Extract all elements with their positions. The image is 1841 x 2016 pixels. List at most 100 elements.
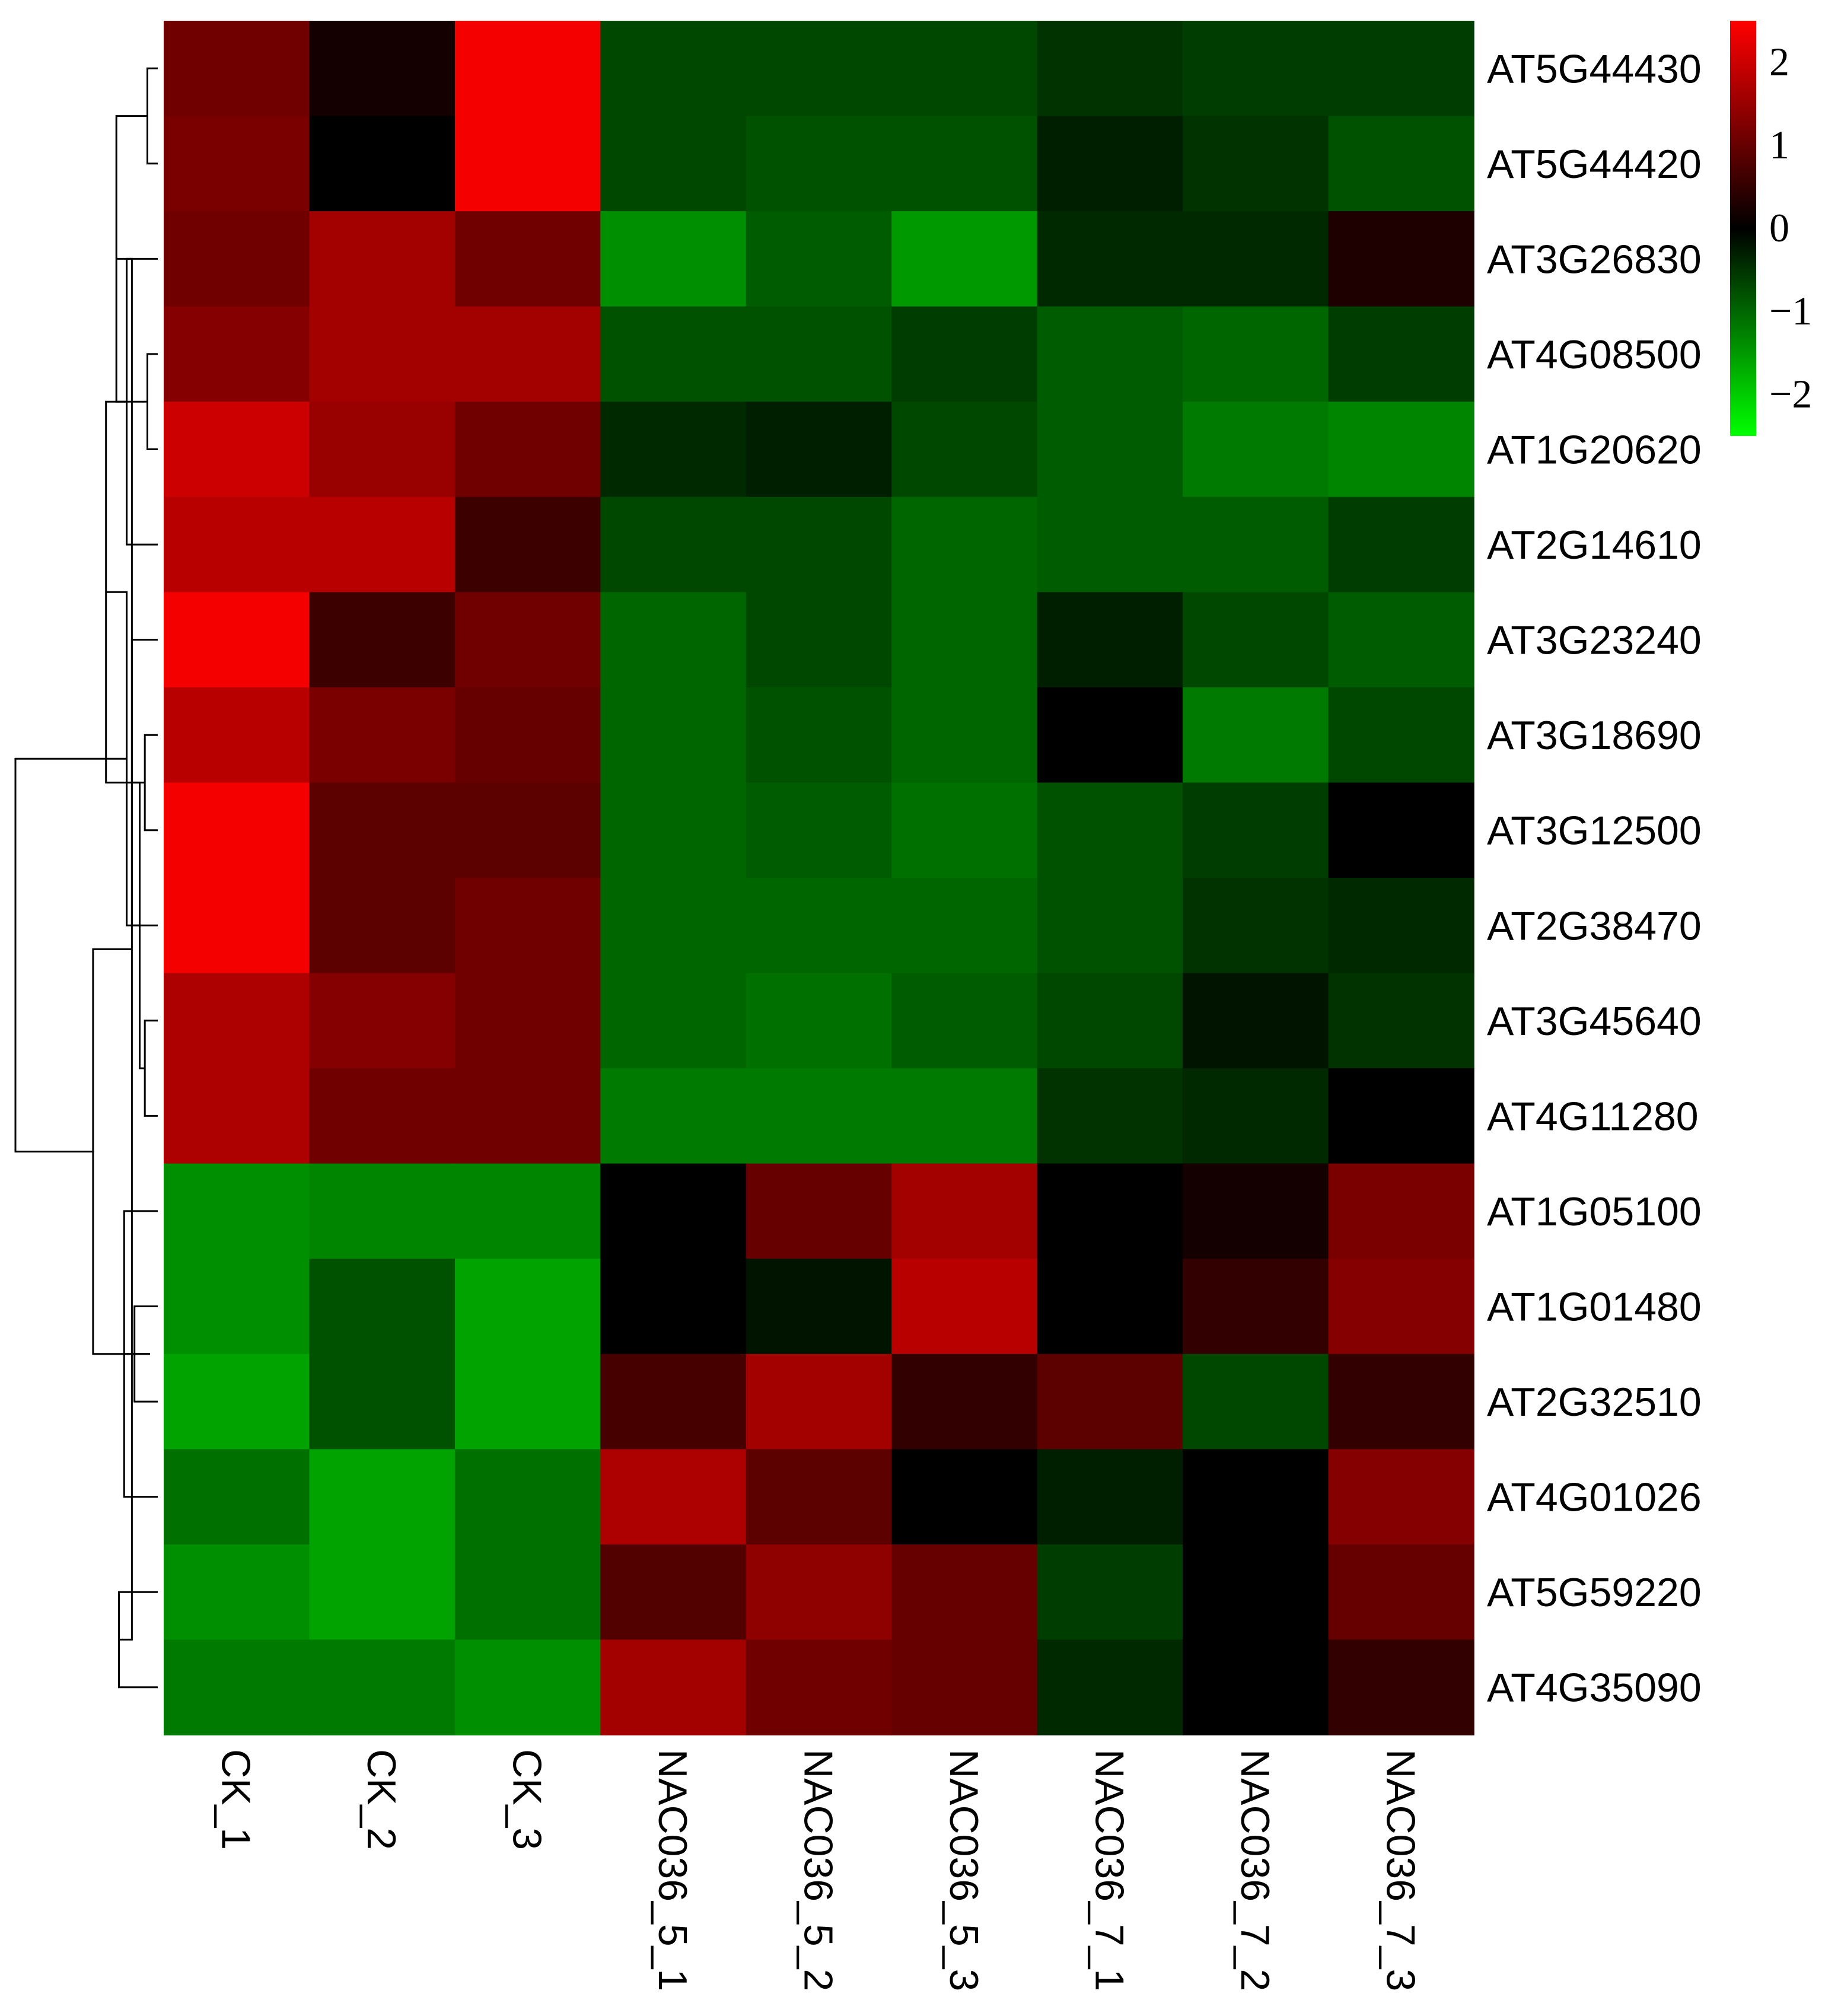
legend-tick-label: 2	[1769, 39, 1789, 84]
row-label: AT4G01026	[1487, 1475, 1702, 1520]
heatmap-cell-AT4G35090-CK_3	[454, 1639, 601, 1735]
heatmap-cell-AT2G32510-NAC036_7_1	[1037, 1353, 1183, 1450]
heatmap-cell-AT2G14610-NAC036_5_3	[891, 496, 1038, 593]
column-labels: CK_1 CK_2 CK_3 NAC036_5_1 NAC036_5_2 NAC036_5…	[214, 1749, 1423, 1991]
column-label: NAC036_5_2	[796, 1749, 841, 1991]
heatmap-cell-AT4G11280-NAC036_5_1	[600, 1068, 747, 1164]
heatmap-cell-AT2G38470-NAC036_7_3	[1328, 878, 1474, 974]
row-label: AT5G44430	[1487, 46, 1702, 91]
heatmap-cell-AT1G20620-CK_3	[454, 402, 601, 498]
heatmap-cell-AT3G26830-CK_1	[164, 211, 310, 307]
heatmap-cell-AT3G12500-CK_3	[454, 782, 601, 878]
heatmap-cell-AT5G44420-CK_3	[454, 116, 601, 212]
heatmap-cell-AT1G20620-NAC036_7_1	[1037, 402, 1183, 498]
heatmap-cell-AT2G14610-NAC036_5_2	[746, 496, 893, 593]
heatmap-cell-AT1G01480-NAC036_5_3	[891, 1259, 1038, 1355]
heatmap-cell-AT3G45640-NAC036_7_3	[1328, 973, 1474, 1069]
heatmap-cell-AT2G14610-NAC036_5_1	[600, 496, 747, 593]
heatmap-cell-AT3G18690-CK_1	[164, 687, 310, 784]
heatmap-cell-AT3G12500-CK_1	[164, 782, 310, 878]
heatmap-cell-AT3G23240-NAC036_7_3	[1328, 592, 1474, 688]
row-dendrogram	[14, 67, 158, 1689]
heatmap-cell-AT3G23240-CK_3	[454, 592, 601, 688]
column-label: NAC036_7_3	[1378, 1749, 1423, 1991]
heatmap-cell-AT1G01480-CK_2	[309, 1259, 456, 1355]
column-label: CK_1	[214, 1749, 259, 1850]
heatmap-cell-AT2G38470-CK_2	[309, 878, 456, 974]
heatmap-cell-AT4G01026-CK_3	[454, 1449, 601, 1545]
heatmap-cell-AT4G08500-NAC036_7_3	[1328, 306, 1474, 403]
row-label: AT3G12500	[1487, 808, 1702, 853]
heatmap-cell-AT4G35090-NAC036_5_3	[891, 1639, 1038, 1735]
heatmap-cell-AT3G23240-NAC036_5_2	[746, 592, 893, 688]
heatmap-cell-AT3G23240-NAC036_7_2	[1183, 592, 1329, 688]
heatmap-cell-AT1G05100-CK_1	[164, 1163, 310, 1260]
heatmap-cell-AT4G11280-CK_2	[309, 1068, 456, 1164]
heatmap-cell-AT1G20620-NAC036_7_3	[1328, 402, 1474, 498]
heatmap-cell-AT4G35090-CK_2	[309, 1639, 456, 1735]
heatmap-cell-AT5G44420-NAC036_5_3	[891, 116, 1038, 212]
heatmap-cell-AT4G01026-NAC036_5_1	[600, 1449, 747, 1545]
heatmap-cell-AT4G11280-NAC036_5_2	[746, 1068, 893, 1164]
heatmap-cell-AT3G45640-NAC036_7_2	[1183, 973, 1329, 1069]
heatmap-cell-AT3G26830-NAC036_7_1	[1037, 211, 1183, 307]
heatmap-cell-AT2G32510-NAC036_5_1	[600, 1353, 747, 1450]
heatmap-cell-AT5G44430-CK_1	[164, 21, 310, 117]
heatmap-cell-AT2G14610-NAC036_7_2	[1183, 496, 1329, 593]
heatmap-cell-AT3G12500-NAC036_7_3	[1328, 782, 1474, 878]
heatmap-cell-AT4G01026-CK_1	[164, 1449, 310, 1545]
heatmap-cell-AT4G01026-NAC036_7_2	[1183, 1449, 1329, 1545]
heatmap-cell-AT5G59220-CK_1	[164, 1544, 310, 1641]
row-label: AT5G59220	[1487, 1570, 1702, 1615]
legend-tick-label: −2	[1769, 371, 1812, 416]
heatmap-cell-AT4G08500-NAC036_5_3	[891, 306, 1038, 403]
heatmap-cell-AT3G45640-NAC036_5_2	[746, 973, 893, 1069]
row-label: AT3G45640	[1487, 999, 1702, 1044]
heatmap-cell-AT1G20620-NAC036_5_2	[746, 402, 893, 498]
heatmap-cell-AT3G45640-CK_2	[309, 973, 456, 1069]
heatmap-cell-AT5G44430-NAC036_5_1	[600, 21, 747, 117]
heatmap-cell-AT4G35090-NAC036_7_3	[1328, 1639, 1474, 1735]
heatmap-cell-AT3G12500-CK_2	[309, 782, 456, 878]
heatmap-cell-AT3G23240-NAC036_7_1	[1037, 592, 1183, 688]
row-label: AT3G26830	[1487, 237, 1702, 282]
row-label: AT1G05100	[1487, 1189, 1702, 1234]
heatmap-cell-AT2G38470-NAC036_5_1	[600, 878, 747, 974]
heatmap-cell-AT3G26830-CK_3	[454, 211, 601, 307]
heatmap-cell-AT2G14610-CK_3	[454, 496, 601, 593]
heatmap-cell-AT1G20620-NAC036_5_3	[891, 402, 1038, 498]
heatmap-cell-AT1G01480-NAC036_5_2	[746, 1259, 893, 1355]
heatmap-cell-AT4G11280-CK_1	[164, 1068, 310, 1164]
heatmap-cell-AT2G32510-NAC036_7_2	[1183, 1353, 1329, 1450]
dendrogram-branch	[146, 67, 158, 165]
heatmap-cell-AT3G23240-NAC036_5_1	[600, 592, 747, 688]
heatmap-cell-AT3G12500-NAC036_7_2	[1183, 782, 1329, 878]
heatmap-cell-AT2G38470-NAC036_5_3	[891, 878, 1038, 974]
heatmap-cell-AT5G44420-NAC036_5_1	[600, 116, 747, 212]
column-label: CK_3	[505, 1749, 550, 1850]
heatmap-cell-AT2G32510-CK_2	[309, 1353, 456, 1450]
heatmap-cell-AT1G05100-NAC036_5_3	[891, 1163, 1038, 1260]
heatmap-cell-AT4G01026-NAC036_5_2	[746, 1449, 893, 1545]
heatmap-cell-AT3G18690-NAC036_5_1	[600, 687, 747, 784]
heatmap-cell-AT1G01480-NAC036_7_2	[1183, 1259, 1329, 1355]
legend-tick-label: −1	[1769, 288, 1812, 333]
heatmap-cell-AT5G44430-CK_3	[454, 21, 601, 117]
heatmap-cell-AT5G44420-CK_1	[164, 116, 310, 212]
heatmap-cell-AT3G26830-NAC036_7_3	[1328, 211, 1474, 307]
legend-tick-label: 0	[1769, 205, 1789, 250]
heatmap-cell-AT5G59220-CK_2	[309, 1544, 456, 1641]
heatmap-cell-AT2G38470-NAC036_7_2	[1183, 878, 1329, 974]
heatmap-cell-AT3G12500-NAC036_5_3	[891, 782, 1038, 878]
heatmap-cell-AT3G23240-NAC036_5_3	[891, 592, 1038, 688]
heatmap-cell-AT1G05100-NAC036_7_3	[1328, 1163, 1474, 1260]
heatmap-cell-AT2G14610-CK_1	[164, 496, 310, 593]
heatmap-cell-AT3G26830-NAC036_5_2	[746, 211, 893, 307]
heatmap-cell-AT4G35090-NAC036_5_1	[600, 1639, 747, 1735]
heatmap-cell-AT4G08500-CK_2	[309, 306, 456, 403]
heatmap-cell-AT3G12500-NAC036_5_1	[600, 782, 747, 878]
row-label: AT4G08500	[1487, 332, 1702, 377]
heatmap-cell-AT1G05100-NAC036_7_2	[1183, 1163, 1329, 1260]
heatmap-cell-AT3G18690-NAC036_5_3	[891, 687, 1038, 784]
